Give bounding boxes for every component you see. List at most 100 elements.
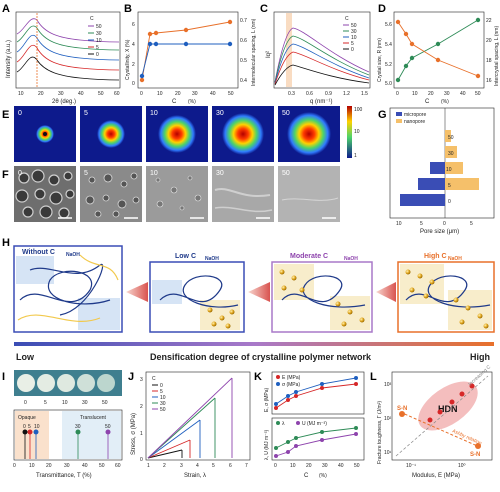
bar-micropore [418,178,445,190]
x-tick: 50 [354,463,360,469]
y-axis-label: Intensity (a.u.) [6,40,12,78]
y-axis-label: E, σ (MPa) [264,387,270,412]
y-tick: 0 [140,457,143,463]
y2-tick: 20 [486,38,492,44]
x-tick: 40 [78,91,84,97]
saxs-patterns: 0 5 10 30 50 100 10 1 [14,106,363,162]
y-tick: 1 [140,431,143,437]
x-axis-unit: (%) [188,99,196,105]
x-axis-unit: (%) [319,473,327,479]
sample-label: 50 [102,400,108,406]
high-label: High [470,352,490,362]
x-tick: 7 [245,463,248,469]
y2-axis-label: Intercrystal spacing, L (nm) [494,26,500,86]
x-tick: 10 [29,463,35,469]
chart-c: C 50 30 10 5 0 0.3 0.6 0.9 1.2 1.5 q (nm… [266,11,371,105]
x-tick: 10 [290,463,296,469]
sample-label: 5 [44,400,47,406]
box-title: Without C [22,249,55,256]
legend-entry: nanopore [404,119,425,125]
y-tick: 0 [132,81,135,87]
x-tick: 30 [58,91,64,97]
x-tick: 30 [444,91,450,97]
x-tick: 0.3 [288,91,295,97]
x-tick: 40 [210,91,216,97]
box-title-sub: NaOH [344,256,358,262]
x-tick: 0 [274,463,277,469]
x-tick: 10 [18,91,24,97]
panel-label-l: L [370,371,377,383]
y2-tick: 0.7 [240,18,247,24]
bar-nanopore [445,130,451,142]
y-tick: 5.2 [385,62,392,68]
panel-label-k: K [254,371,262,383]
pattern-label: 30 [216,110,224,117]
legend-header: C [345,16,349,22]
x-tick: 50 [228,91,234,97]
x-tick: 40 [338,463,344,469]
bar-nanopore [445,162,463,174]
x-tick: 60 [114,91,120,97]
panel-label-b: B [124,3,132,15]
densification-label: Densification degree of crystalline poly… [150,352,372,362]
legend-entry: 50 [96,24,102,30]
legend-entry: λ [282,421,285,427]
legend-entry: σ (MPa) [282,382,300,388]
point-label: 30 [75,424,81,430]
y-tick: 10¹ [384,450,392,456]
y-tick: 10³ [384,382,392,388]
point-label: 5 [28,424,31,430]
pattern-label: 0 [18,110,22,117]
chart-a: C 50 30 10 5 0 10 20 30 40 50 60 2θ (deg… [6,11,121,105]
x-tick: 5 [212,463,215,469]
pattern-label: 50 [282,110,290,117]
box-title-sub: NaOH [205,256,219,262]
chart-b: 0 2 4 6 0.4 0.5 0.6 0.7 0 10 20 30 40 50… [125,11,257,105]
x-tick: 0.6 [306,91,313,97]
legend-header: C [90,16,94,22]
x-tick: 2 [163,463,166,469]
x-tick: 40 [82,463,88,469]
sample-label: 0 [24,400,27,406]
x-axis-label: Strain, λ [184,473,206,479]
legend-entry: 0 [351,47,354,53]
series-line [16,56,120,81]
legend-entry: 30 [160,401,166,407]
legend-entry: 50 [351,23,357,29]
legend-entry: E (MPa) [282,375,301,381]
y-tick: 4 [132,42,135,48]
y-axis-label: Iq² [266,51,272,58]
y2-tick: 0.5 [240,58,247,64]
x-axis-label: C [172,99,177,105]
x-tick: 10⁻¹ [406,463,416,469]
x-tick: 20 [46,463,52,469]
x-tick: 6 [229,463,232,469]
x-tick: 50 [98,91,104,97]
point-label: 50 [105,424,111,430]
panel-label-e: E [2,109,9,121]
legend-entry: micropore [404,112,426,118]
x-tick: 0.9 [325,91,332,97]
legend-entry: 10 [351,35,357,41]
box-title: Low C [175,253,196,260]
row-label: 10 [446,167,452,173]
bar-nanopore [445,146,457,158]
region-label: Translucent [80,415,107,421]
x-axis-label: Pore size (μm) [420,229,459,235]
sem-images: 0 5 10 30 50 [14,166,340,222]
x-tick: 3 [180,463,183,469]
y-axis-label: Stress, σ (MPa) [131,413,137,455]
panel-label-h: H [2,237,10,249]
sample-label: 10 [62,400,68,406]
y-axis-label: Crystal size, R (nm) [377,38,383,82]
legend-header: C [152,376,156,382]
increasing-label: Increasing C [467,364,492,388]
x-tick: 20 [428,91,434,97]
legend-entry: 30 [351,29,357,35]
x-axis-label: 2θ (deg.) [52,99,76,105]
x-axis-label: C [425,99,430,105]
x-tick: 1 [147,463,150,469]
x-tick: 50 [475,91,481,97]
chart-j: C 0 5 10 30 50 0 1 2 3 1 2 3 4 5 6 7 Str… [131,371,251,479]
bar-micropore [400,194,445,206]
